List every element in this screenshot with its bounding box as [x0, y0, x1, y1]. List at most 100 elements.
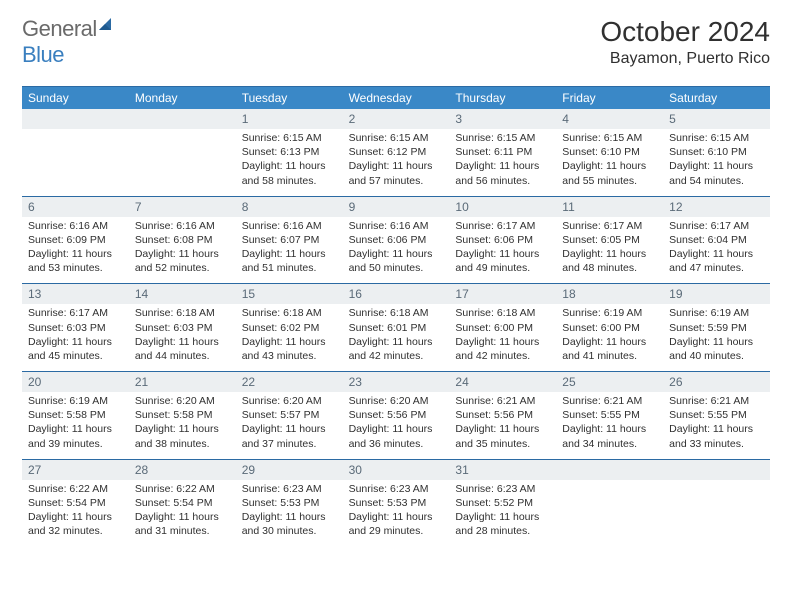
- day-detail: [663, 480, 770, 547]
- sunrise-text: Sunrise: 6:17 AM: [562, 219, 657, 233]
- day-detail: [556, 480, 663, 547]
- weekday-header: Saturday: [663, 87, 770, 109]
- daylight-text: Daylight: 11 hours and 31 minutes.: [135, 510, 230, 538]
- sunset-text: Sunset: 6:00 PM: [455, 321, 550, 335]
- daylight-text: Daylight: 11 hours and 30 minutes.: [242, 510, 337, 538]
- sunrise-text: Sunrise: 6:15 AM: [669, 131, 764, 145]
- weekday-header: Sunday: [22, 87, 129, 109]
- sunrise-text: Sunrise: 6:19 AM: [562, 306, 657, 320]
- sunrise-text: Sunrise: 6:15 AM: [562, 131, 657, 145]
- header: General Blue October 2024 Bayamon, Puert…: [22, 16, 770, 68]
- sunrise-text: Sunrise: 6:18 AM: [242, 306, 337, 320]
- weekday-header-row: Sunday Monday Tuesday Wednesday Thursday…: [22, 87, 770, 109]
- day-number: 13: [22, 284, 129, 304]
- sunrise-text: Sunrise: 6:16 AM: [349, 219, 444, 233]
- daylight-text: Daylight: 11 hours and 44 minutes.: [135, 335, 230, 363]
- daylight-text: Daylight: 11 hours and 36 minutes.: [349, 422, 444, 450]
- day-number: 2: [343, 109, 450, 129]
- sunrise-text: Sunrise: 6:20 AM: [242, 394, 337, 408]
- sunrise-text: Sunrise: 6:16 AM: [28, 219, 123, 233]
- day-detail: Sunrise: 6:19 AMSunset: 6:00 PMDaylight:…: [556, 304, 663, 371]
- sunrise-text: Sunrise: 6:18 AM: [135, 306, 230, 320]
- location: Bayamon, Puerto Rico: [600, 50, 770, 68]
- day-detail: Sunrise: 6:15 AMSunset: 6:12 PMDaylight:…: [343, 129, 450, 196]
- day-detail: Sunrise: 6:21 AMSunset: 5:56 PMDaylight:…: [449, 392, 556, 459]
- sunset-text: Sunset: 5:57 PM: [242, 408, 337, 422]
- day-detail: [129, 129, 236, 196]
- sunset-text: Sunset: 6:05 PM: [562, 233, 657, 247]
- day-detail: Sunrise: 6:22 AMSunset: 5:54 PMDaylight:…: [129, 480, 236, 547]
- daylight-text: Daylight: 11 hours and 43 minutes.: [242, 335, 337, 363]
- daylight-text: Daylight: 11 hours and 35 minutes.: [455, 422, 550, 450]
- day-number: 16: [343, 284, 450, 304]
- weekday-header: Tuesday: [236, 87, 343, 109]
- sunset-text: Sunset: 5:54 PM: [28, 496, 123, 510]
- sunset-text: Sunset: 6:04 PM: [669, 233, 764, 247]
- sunrise-text: Sunrise: 6:15 AM: [242, 131, 337, 145]
- daylight-text: Daylight: 11 hours and 55 minutes.: [562, 159, 657, 187]
- sunrise-text: Sunrise: 6:17 AM: [455, 219, 550, 233]
- day-detail: Sunrise: 6:18 AMSunset: 6:03 PMDaylight:…: [129, 304, 236, 371]
- sunset-text: Sunset: 5:52 PM: [455, 496, 550, 510]
- sunrise-text: Sunrise: 6:17 AM: [669, 219, 764, 233]
- sunset-text: Sunset: 6:07 PM: [242, 233, 337, 247]
- weekday-header: Monday: [129, 87, 236, 109]
- sunrise-text: Sunrise: 6:22 AM: [28, 482, 123, 496]
- daylight-text: Daylight: 11 hours and 54 minutes.: [669, 159, 764, 187]
- sunset-text: Sunset: 6:01 PM: [349, 321, 444, 335]
- sunset-text: Sunset: 6:10 PM: [562, 145, 657, 159]
- day-number: 6: [22, 197, 129, 217]
- detail-row: Sunrise: 6:19 AMSunset: 5:58 PMDaylight:…: [22, 392, 770, 459]
- day-number: 12: [663, 197, 770, 217]
- daynum-row: 6789101112: [22, 196, 770, 217]
- day-number: 29: [236, 460, 343, 480]
- sunrise-text: Sunrise: 6:23 AM: [349, 482, 444, 496]
- daylight-text: Daylight: 11 hours and 58 minutes.: [242, 159, 337, 187]
- day-number: 24: [449, 372, 556, 392]
- day-number: 9: [343, 197, 450, 217]
- detail-row: Sunrise: 6:22 AMSunset: 5:54 PMDaylight:…: [22, 480, 770, 547]
- day-detail: Sunrise: 6:21 AMSunset: 5:55 PMDaylight:…: [663, 392, 770, 459]
- sunset-text: Sunset: 6:13 PM: [242, 145, 337, 159]
- daylight-text: Daylight: 11 hours and 45 minutes.: [28, 335, 123, 363]
- day-detail: Sunrise: 6:20 AMSunset: 5:57 PMDaylight:…: [236, 392, 343, 459]
- daylight-text: Daylight: 11 hours and 47 minutes.: [669, 247, 764, 275]
- day-number: 26: [663, 372, 770, 392]
- sunset-text: Sunset: 5:59 PM: [669, 321, 764, 335]
- daylight-text: Daylight: 11 hours and 38 minutes.: [135, 422, 230, 450]
- calendar: Sunday Monday Tuesday Wednesday Thursday…: [22, 86, 770, 546]
- sail-icon: [97, 16, 117, 37]
- day-detail: Sunrise: 6:17 AMSunset: 6:05 PMDaylight:…: [556, 217, 663, 284]
- day-number: [129, 109, 236, 129]
- day-detail: Sunrise: 6:19 AMSunset: 5:58 PMDaylight:…: [22, 392, 129, 459]
- daylight-text: Daylight: 11 hours and 39 minutes.: [28, 422, 123, 450]
- day-number: 8: [236, 197, 343, 217]
- weekday-header: Friday: [556, 87, 663, 109]
- day-detail: Sunrise: 6:18 AMSunset: 6:00 PMDaylight:…: [449, 304, 556, 371]
- daynum-row: 13141516171819: [22, 283, 770, 304]
- day-detail: Sunrise: 6:22 AMSunset: 5:54 PMDaylight:…: [22, 480, 129, 547]
- sunset-text: Sunset: 6:03 PM: [28, 321, 123, 335]
- daylight-text: Daylight: 11 hours and 42 minutes.: [455, 335, 550, 363]
- day-number: 11: [556, 197, 663, 217]
- sunset-text: Sunset: 6:08 PM: [135, 233, 230, 247]
- logo: General Blue: [22, 16, 117, 68]
- weekday-header: Wednesday: [343, 87, 450, 109]
- sunrise-text: Sunrise: 6:16 AM: [242, 219, 337, 233]
- day-detail: Sunrise: 6:17 AMSunset: 6:06 PMDaylight:…: [449, 217, 556, 284]
- day-number: 1: [236, 109, 343, 129]
- sunset-text: Sunset: 5:53 PM: [349, 496, 444, 510]
- sunset-text: Sunset: 6:06 PM: [455, 233, 550, 247]
- day-detail: Sunrise: 6:15 AMSunset: 6:11 PMDaylight:…: [449, 129, 556, 196]
- month-title: October 2024: [600, 16, 770, 48]
- sunset-text: Sunset: 5:56 PM: [455, 408, 550, 422]
- day-detail: Sunrise: 6:18 AMSunset: 6:01 PMDaylight:…: [343, 304, 450, 371]
- day-number: 20: [22, 372, 129, 392]
- day-number: 19: [663, 284, 770, 304]
- daylight-text: Daylight: 11 hours and 56 minutes.: [455, 159, 550, 187]
- day-number: [22, 109, 129, 129]
- sunset-text: Sunset: 5:54 PM: [135, 496, 230, 510]
- daylight-text: Daylight: 11 hours and 32 minutes.: [28, 510, 123, 538]
- day-detail: Sunrise: 6:18 AMSunset: 6:02 PMDaylight:…: [236, 304, 343, 371]
- sunrise-text: Sunrise: 6:16 AM: [135, 219, 230, 233]
